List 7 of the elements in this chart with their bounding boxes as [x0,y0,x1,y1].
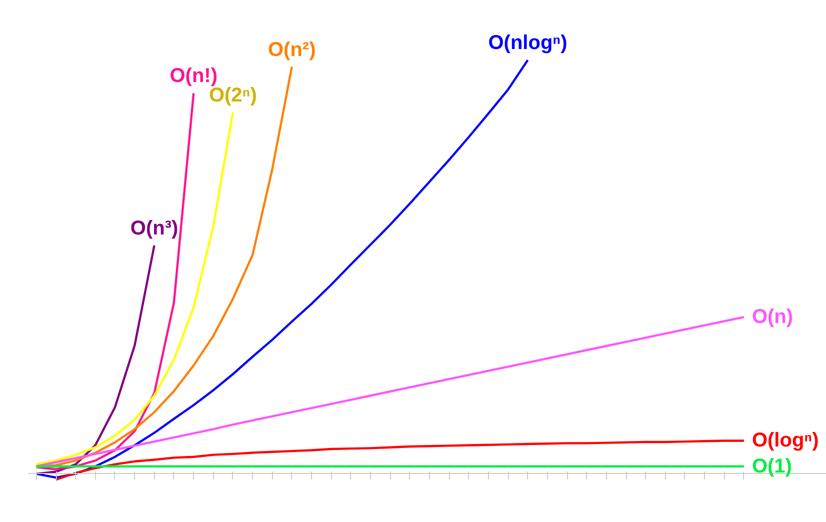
series-label: O(n³) [130,217,178,240]
series-label: O(1) [752,455,792,478]
series-label: O(logⁿ) [752,430,819,452]
series-label: O(nlogⁿ) [488,32,568,54]
series-label: O(n!) [170,65,218,88]
series-label: O(n) [752,306,794,328]
series-label: O(n²) [268,38,316,61]
